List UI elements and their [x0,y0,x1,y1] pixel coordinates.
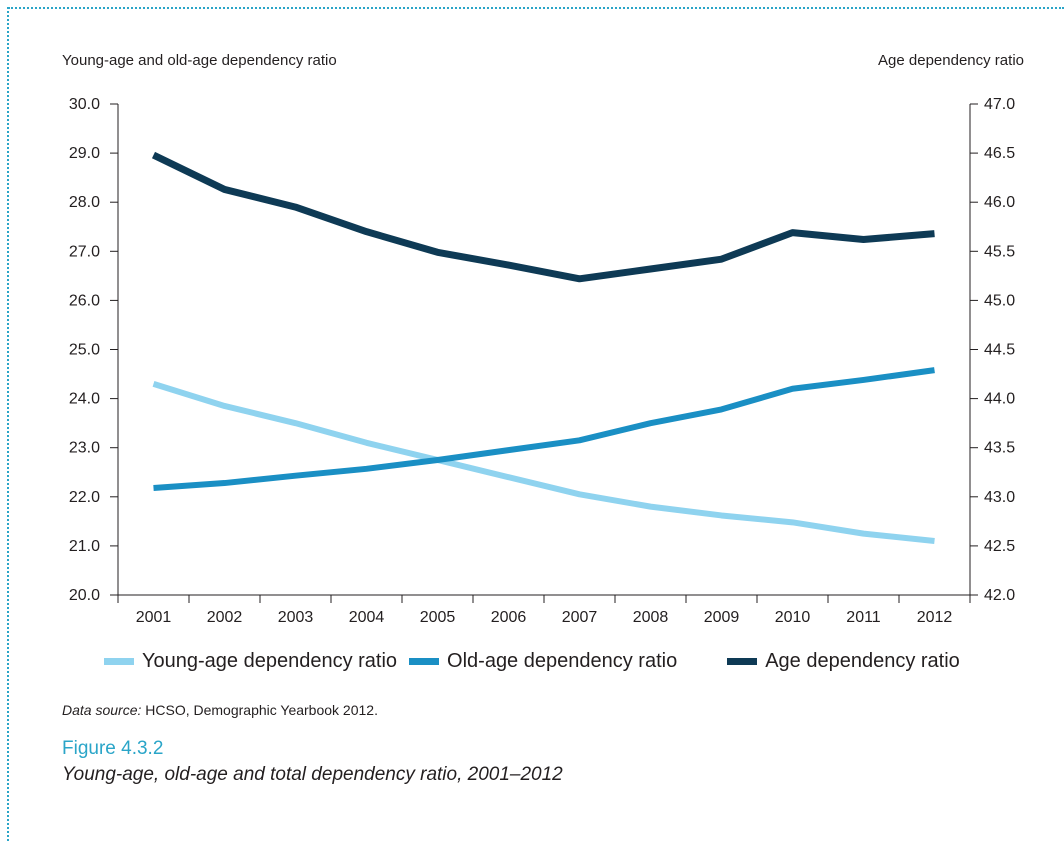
left-tick-label: 29.0 [69,145,100,162]
right-tick-label: 44.5 [984,342,1015,359]
right-axis-title: Age dependency ratio [878,52,1024,69]
x-tick-label: 2012 [917,609,953,626]
right-tick-label: 43.0 [984,489,1015,506]
data-source-label: Data source: [62,702,142,718]
x-tick-label: 2006 [491,609,527,626]
left-tick-label: 20.0 [69,587,100,604]
legend-swatch-total [727,658,758,665]
data-source-text: HCSO, Demographic Yearbook 2012. [141,702,378,718]
legend-item-total: Age dependency ratio [727,650,960,673]
right-tick-label: 44.0 [984,391,1015,408]
dependency-ratio-chart: 20.0 21.0 22.0 23.0 24.0 25.0 26.0 27.0 28.0 29.0… [69,96,1015,626]
left-tick-label: 23.0 [69,440,100,457]
legend-swatch-old [409,658,440,665]
legend-label-young: Young-age dependency ratio [142,650,398,672]
x-tick-label: 2005 [420,609,456,626]
figure-title: Young-age, old-age and total dependency … [62,764,563,785]
right-tick-label: 46.5 [984,145,1015,162]
data-source-note: Data source: HCSO, Demographic Yearbook … [62,702,378,718]
left-tick-label: 21.0 [69,538,100,555]
x-tick-label: 2003 [278,609,314,626]
right-tick-label: 45.5 [984,243,1015,260]
frame-top-border [8,7,1064,9]
chart-legend: Young-age dependency ratio Old-age depen… [104,650,972,673]
left-tick-label: 24.0 [69,391,100,408]
series-line-total [151,151,935,283]
series-line-young [152,381,935,544]
x-tick-label: 2008 [633,609,669,626]
x-tick-label: 2007 [562,609,598,626]
legend-item-young: Young-age dependency ratio [104,650,397,673]
left-tick-label: 27.0 [69,243,100,260]
left-tick-label: 25.0 [69,342,100,359]
x-tick-label: 2010 [775,609,811,626]
left-tick-label: 28.0 [69,194,100,211]
x-tick-label: 2002 [207,609,243,626]
right-tick-label: 42.0 [984,587,1015,604]
figure-number: Figure 4.3.2 [62,738,164,759]
legend-label-old: Old-age dependency ratio [447,650,678,672]
x-tick-label: 2004 [349,609,385,626]
left-tick-label: 22.0 [69,489,100,506]
right-tick-label: 42.5 [984,538,1015,555]
series-line-old [153,367,935,491]
left-axis-title: Young-age and old-age dependency ratio [62,52,337,69]
left-tick-label: 30.0 [69,96,100,113]
left-tick-label: 26.0 [69,292,100,309]
right-tick-label: 45.0 [984,292,1015,309]
legend-item-old: Old-age dependency ratio [409,650,677,673]
right-tick-label: 47.0 [984,96,1015,113]
frame-left-border [7,7,9,841]
x-tick-label: 2001 [136,609,172,626]
legend-label-total: Age dependency ratio [765,650,960,672]
x-tick-label: 2011 [846,609,881,626]
right-tick-label: 43.5 [984,440,1015,457]
legend-swatch-young [104,658,134,665]
x-tick-label: 2009 [704,609,740,626]
right-tick-label: 46.0 [984,194,1015,211]
